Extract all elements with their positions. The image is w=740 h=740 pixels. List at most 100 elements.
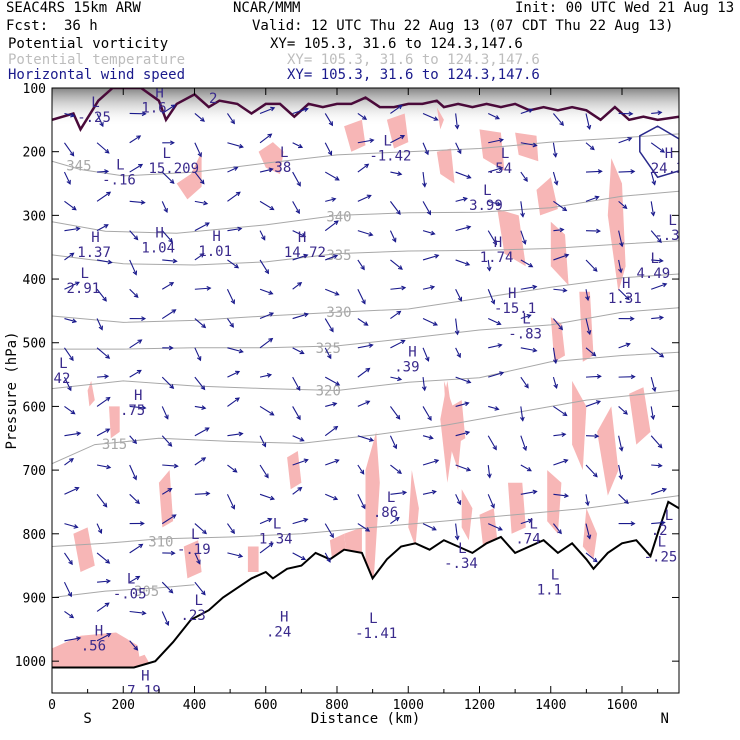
wind-vector (651, 259, 663, 262)
extreme-value: 15.209 (148, 161, 199, 177)
wind-vector (324, 113, 333, 126)
wind-vector (324, 523, 334, 538)
wind-vector (324, 171, 340, 181)
wind-vector (422, 377, 426, 391)
left-end-label: S (83, 711, 91, 727)
wind-vector-head (141, 610, 147, 616)
wind-vector-head (523, 177, 528, 182)
wind-vector (96, 288, 107, 302)
extreme-value: 3.99 (469, 198, 503, 214)
theta-contour-label: 305 (134, 584, 159, 600)
wind-vector (129, 640, 138, 651)
wind-vector-head (552, 152, 558, 158)
wind-vector (357, 368, 370, 378)
wind-vector (455, 431, 470, 437)
wind-vector-head (267, 133, 273, 139)
shaded-region (579, 291, 594, 362)
theta-contour (52, 495, 679, 547)
wind-vector (226, 289, 235, 304)
wind-vector-head (268, 312, 275, 317)
extreme-value: 24.3 (651, 161, 685, 177)
extreme-type: L (458, 541, 466, 557)
wind-vector-head (594, 195, 600, 201)
wind-vector (553, 254, 569, 261)
wind-vector (389, 435, 397, 449)
wind-vector-head (361, 504, 366, 510)
wind-vector (129, 369, 142, 378)
wind-vector (96, 259, 112, 264)
wind-vector-head (426, 210, 432, 216)
wind-vector (97, 375, 109, 378)
wind-vector (292, 518, 308, 525)
wind-vector-head (301, 232, 307, 238)
extreme-type: H (494, 235, 502, 251)
extreme-value: 1.31 (608, 291, 642, 307)
wind-vector-head (365, 527, 371, 532)
wind-vector (618, 288, 630, 300)
wind-vector (487, 318, 501, 325)
wind-vector-head (135, 575, 141, 581)
wind-vector (357, 194, 371, 202)
extreme-value: 2.91 (67, 281, 101, 297)
wind-vector-head (658, 315, 665, 321)
wind-vector (129, 464, 137, 480)
wind-vector (129, 164, 143, 173)
wind-vector (455, 259, 470, 266)
wind-vector-head (361, 299, 366, 305)
wind-vector (585, 170, 602, 173)
wind-vector-head (171, 309, 177, 314)
wind-vector-head (140, 199, 146, 205)
wind-vector-head (553, 383, 558, 390)
wind-vector-head (657, 110, 663, 116)
wind-vector-head (234, 397, 240, 402)
wind-vector (389, 201, 401, 215)
wind-vector-head (499, 371, 505, 376)
wind-vector (161, 611, 169, 626)
wind-vector (96, 142, 110, 154)
theta-contour-label: 320 (316, 384, 341, 400)
wind-vector-head (431, 489, 437, 495)
wind-vector-head (586, 534, 592, 540)
wind-vector (129, 288, 139, 298)
wind-vector-head (457, 296, 463, 302)
wind-vector-head (299, 349, 305, 355)
wind-vector (585, 400, 601, 407)
wind-vector (129, 435, 137, 444)
wind-vector (684, 172, 691, 181)
extreme-value: 1.34 (259, 532, 293, 548)
wind-vector (324, 318, 334, 332)
extreme-type: L (116, 158, 124, 174)
extreme-value: .24 (266, 625, 291, 641)
wind-vector (259, 542, 274, 554)
wind-vector (684, 348, 686, 364)
wind-vector (96, 464, 111, 469)
wind-vector-head (392, 237, 397, 243)
field-theta-xy: XY= 105.3, 31.6 to 124.3,147.6 (287, 52, 540, 68)
wind-vector (520, 519, 533, 525)
wind-vector (161, 171, 175, 184)
extreme-value: -1.41 (355, 626, 397, 642)
wind-vector (684, 258, 699, 260)
y-tick-label: 100 (23, 82, 46, 97)
wind-vector-head (71, 318, 78, 324)
wind-vector (650, 230, 662, 243)
wind-vector (488, 405, 499, 410)
wind-vector (161, 435, 172, 447)
wind-vector-head (692, 293, 696, 296)
wind-vector-head (597, 169, 603, 174)
wind-vector (357, 523, 370, 532)
wind-vector-head (104, 169, 110, 174)
wind-vector (553, 493, 568, 497)
extreme-type: L (195, 593, 203, 609)
wind-vector-head (132, 439, 138, 445)
shaded-region (344, 119, 366, 152)
wind-vector (520, 286, 537, 290)
wind-vector (227, 191, 241, 202)
wind-vector (684, 201, 700, 204)
wind-vector-head (170, 104, 176, 109)
wind-vector-head (532, 142, 538, 148)
extreme-type: H (508, 286, 516, 302)
wind-vector (194, 523, 207, 534)
shaded-region (158, 470, 174, 528)
wind-vector-head (454, 124, 460, 130)
